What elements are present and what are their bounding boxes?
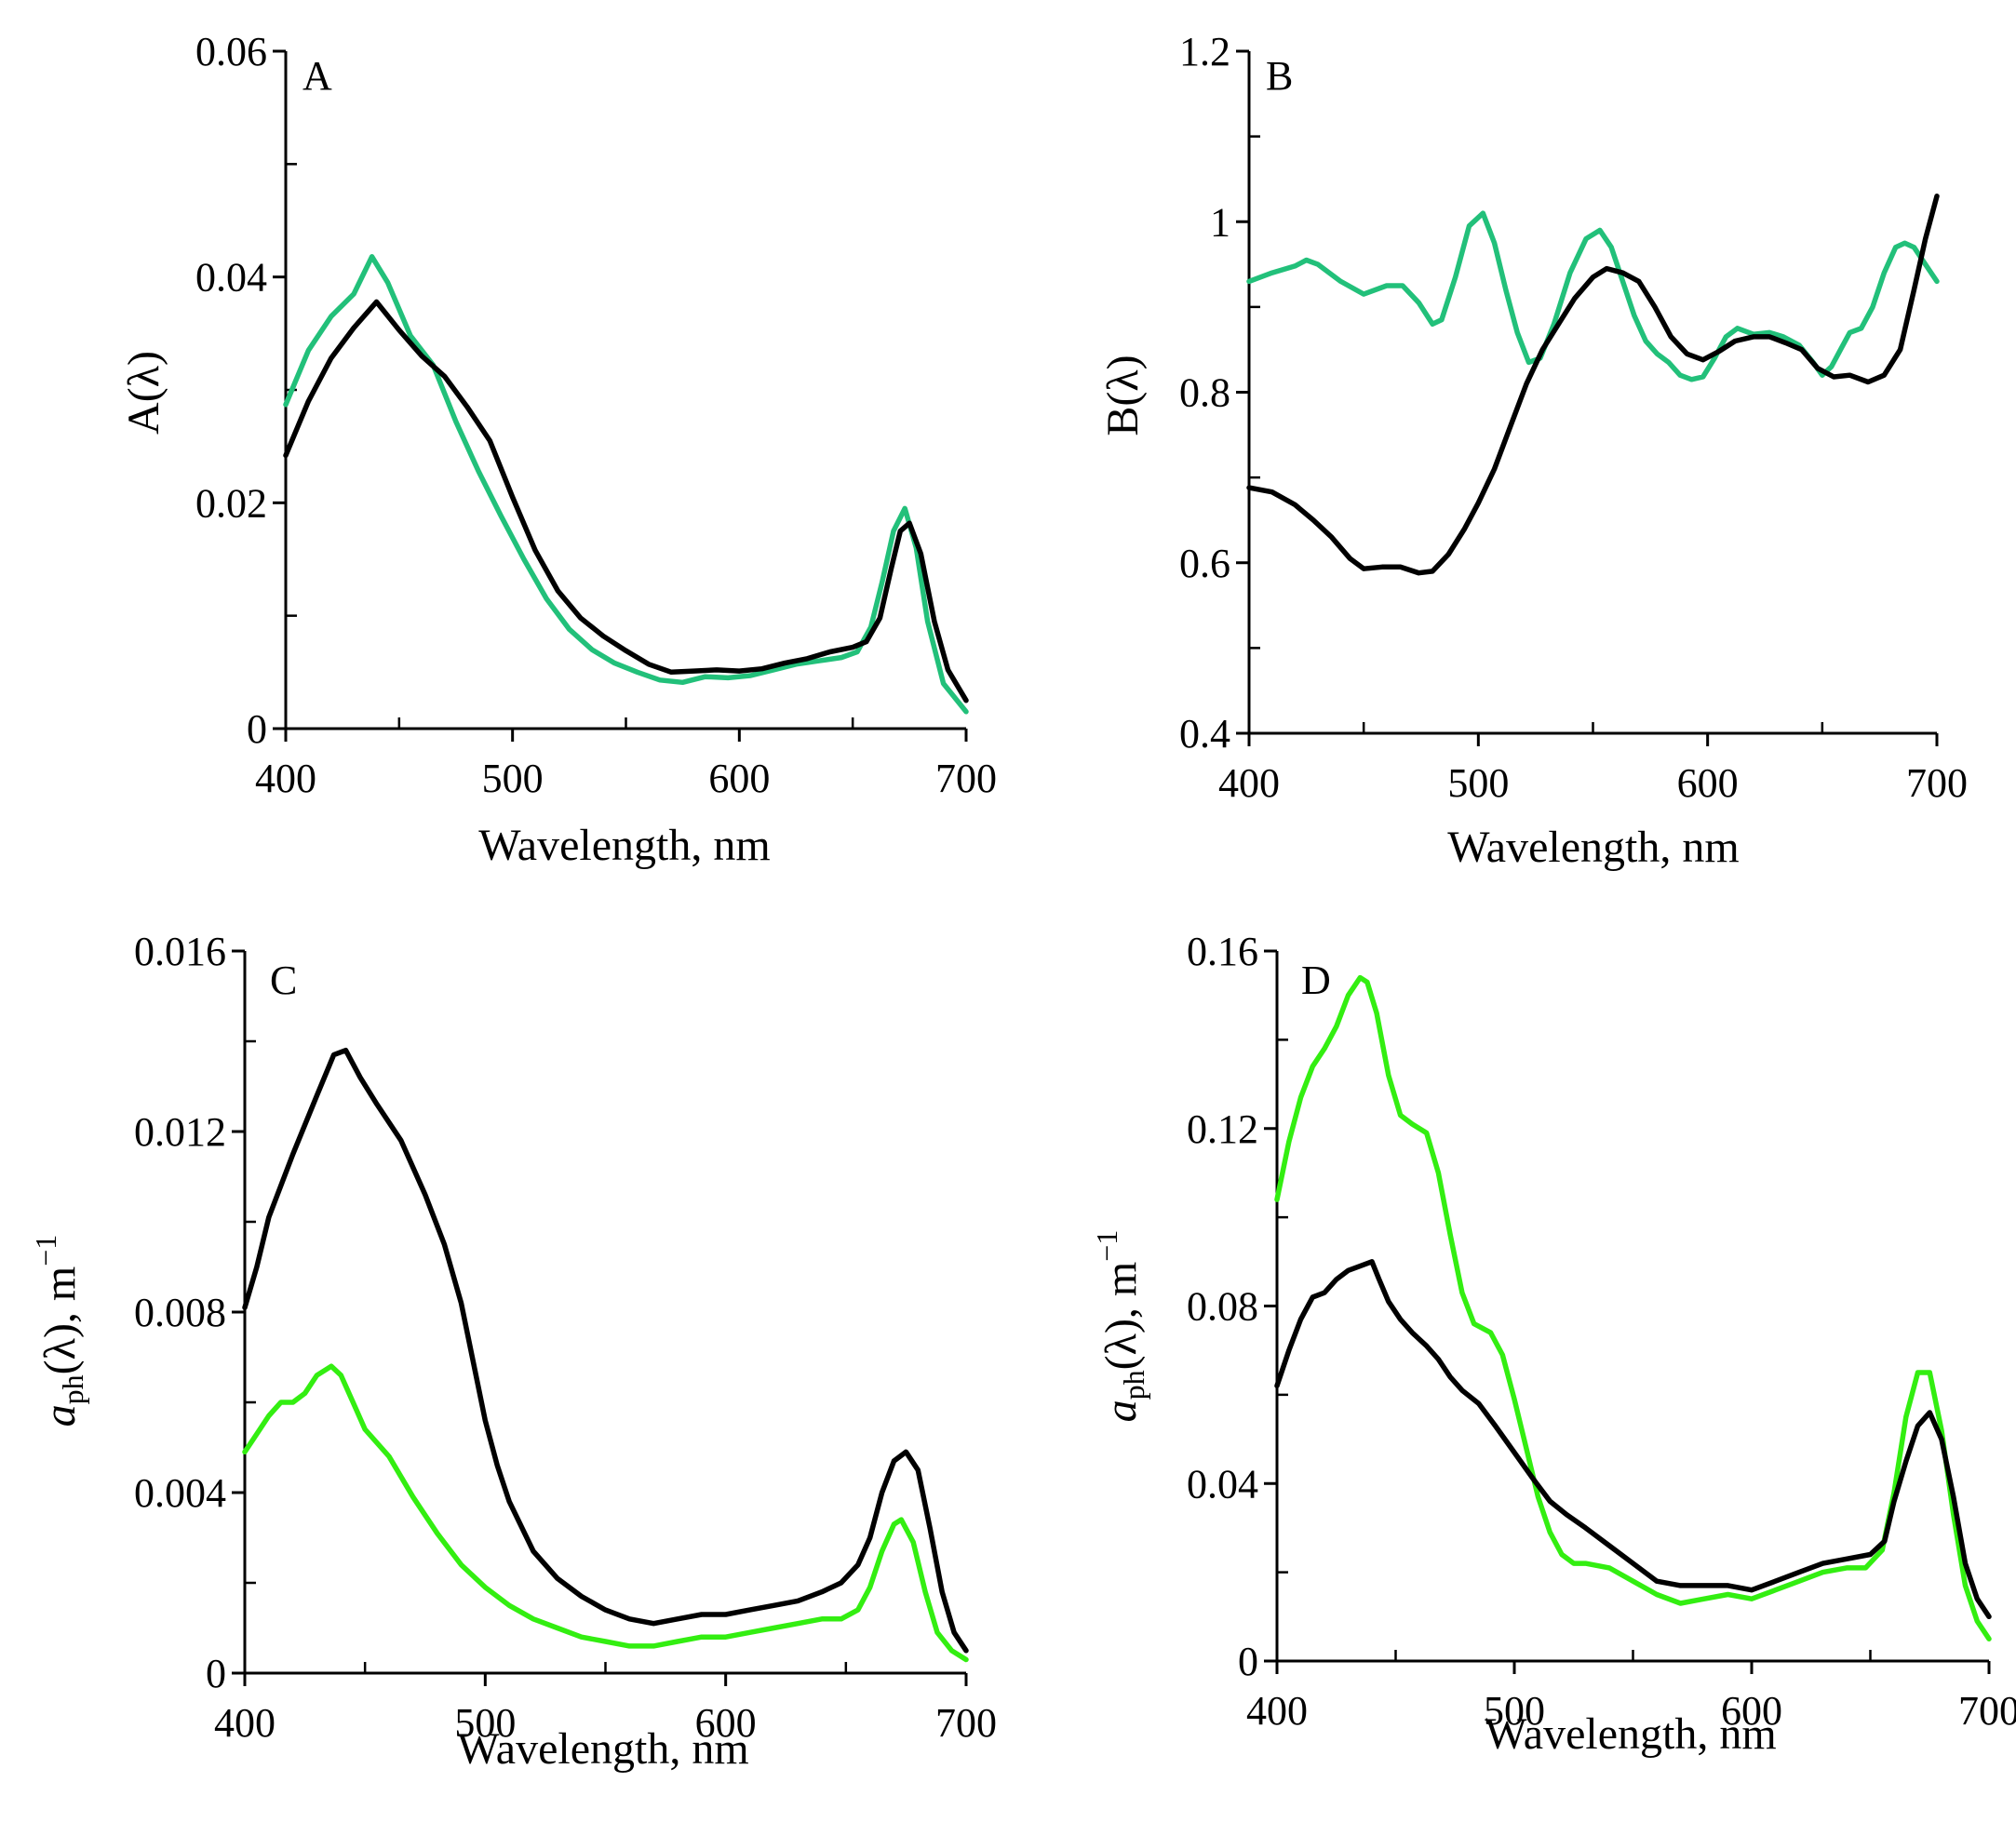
y-axis-title-c-sub: ph <box>56 1374 89 1404</box>
x-axis-title-c: Wavelength, nm <box>457 1724 748 1774</box>
y-tick-label-b: 1 <box>1210 199 1230 245</box>
y-axis-title-c-rest: (λ), m <box>35 1266 85 1375</box>
x-axis-title-b: Wavelength, nm <box>1447 823 1739 872</box>
y-tick-label-c: 0 <box>206 1651 226 1696</box>
y-tick-label-d: 0.12 <box>1187 1106 1258 1152</box>
panel-label-a: A <box>302 53 332 99</box>
panel-label-c: C <box>270 958 297 1003</box>
x-tick-label-a: 700 <box>935 756 997 801</box>
x-tick-label-b: 500 <box>1447 760 1509 806</box>
y-axis-title-d: aph(λ), m−1 <box>1090 1230 1150 1423</box>
panel-c: C Wavelength, nm aph(λ), m−1 0 0.004 0.008… <box>29 929 997 1774</box>
x-axis-title-d: Wavelength, nm <box>1485 1709 1776 1759</box>
y-tick-label-a: 0 <box>247 706 267 752</box>
series-line-a-black <box>283 299 969 703</box>
y-tick-label-a: 0.04 <box>195 255 267 301</box>
series-line-d-green <box>1274 974 1992 1641</box>
y-tick-label-b: 0.6 <box>1179 541 1230 586</box>
x-tick-label-d: 500 <box>1484 1688 1545 1734</box>
y-axis-title-d-rest: (λ), m <box>1096 1262 1146 1371</box>
series-line-c-green <box>242 1363 969 1663</box>
x-tick-label-b: 600 <box>1677 760 1739 806</box>
x-tick-label-a: 500 <box>482 756 544 801</box>
panel-d: D Wavelength, nm aph(λ), m−1 0 0.04 0.08 0.… <box>1090 929 2016 1759</box>
y-tick-label-c: 0.016 <box>134 929 226 974</box>
y-tick-label-b: 1.2 <box>1179 29 1230 74</box>
x-tick-label-c: 500 <box>454 1700 516 1746</box>
x-tick-label-a: 600 <box>708 756 770 801</box>
series-line-b-black <box>1246 194 1940 576</box>
panel-label-d: D <box>1301 958 1331 1003</box>
y-axis-title-c-sup: −1 <box>29 1235 62 1266</box>
x-tick-label-c: 700 <box>935 1700 997 1746</box>
y-tick-label-c: 0.008 <box>134 1290 226 1335</box>
x-tick-label-d: 400 <box>1246 1688 1308 1734</box>
y-tick-label-d: 0.04 <box>1187 1461 1258 1507</box>
x-tick-label-d: 700 <box>1958 1688 2016 1734</box>
x-tick-label-b: 400 <box>1218 760 1280 806</box>
y-axis-title-d-sub: ph <box>1117 1370 1150 1400</box>
y-axis-title-d-sup: −1 <box>1090 1230 1123 1262</box>
series-line-b-green <box>1246 210 1940 382</box>
panel-a: A Wavelength, nm A(λ) 0 0.02 0.04 0.06 400 50… <box>119 29 997 870</box>
y-tick-label-c: 0.004 <box>134 1470 226 1516</box>
y-tick-label-d: 0.16 <box>1187 929 1258 974</box>
series-line-c-black <box>242 1047 969 1654</box>
y-axis-title-c-main: a <box>35 1404 85 1427</box>
x-tick-label-c: 600 <box>695 1700 757 1746</box>
y-axis-title-b: B(λ) <box>1098 355 1148 435</box>
x-tick-label-c: 400 <box>214 1700 276 1746</box>
panel-b: B Wavelength, nm B(λ) 0.4 0.6 0.8 1 1.2 400 50… <box>1098 29 1968 872</box>
y-axis-title-a: A(λ) <box>119 351 168 435</box>
y-tick-label-a: 0.06 <box>195 29 267 74</box>
x-axis-title-a: Wavelength, nm <box>478 821 770 870</box>
y-tick-label-d: 0.08 <box>1187 1284 1258 1330</box>
series-line-a-green <box>283 254 969 715</box>
y-tick-label-c: 0.012 <box>134 1109 226 1155</box>
y-axis-title-c: aph(λ), m−1 <box>29 1235 89 1427</box>
y-axis-title-d-main: a <box>1096 1400 1146 1422</box>
x-tick-label-a: 400 <box>255 756 316 801</box>
x-tick-label-d: 600 <box>1721 1688 1782 1734</box>
y-tick-label-b: 0.8 <box>1179 370 1230 416</box>
y-tick-label-d: 0 <box>1238 1639 1258 1684</box>
y-tick-label-a: 0.02 <box>195 480 267 526</box>
panel-label-b: B <box>1266 53 1293 99</box>
y-tick-label-b: 0.4 <box>1179 711 1230 757</box>
x-tick-label-b: 700 <box>1906 760 1968 806</box>
series-line-d-black <box>1274 1259 1992 1620</box>
